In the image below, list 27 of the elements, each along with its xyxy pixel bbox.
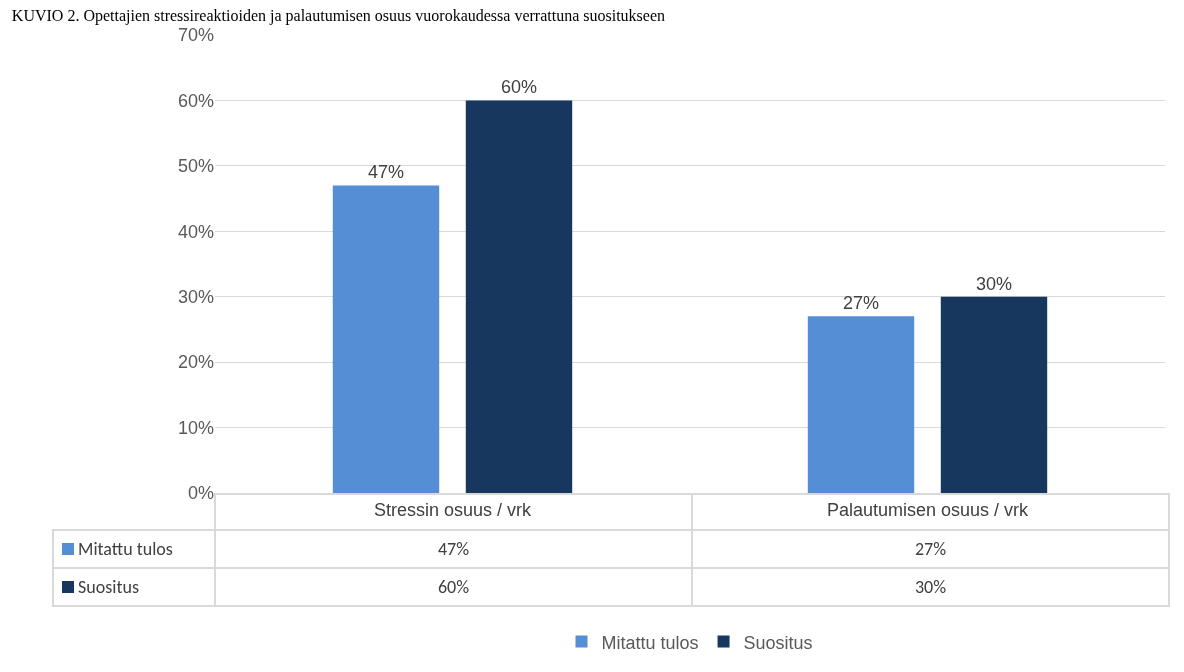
text: 27% [842, 293, 880, 314]
data-label: 60% [215, 568, 692, 606]
data-label: 27% [692, 530, 1169, 568]
legend-label: Suositus [743, 632, 813, 653]
bar [807, 316, 915, 493]
bar [940, 296, 1048, 493]
y-tick-label: 0% [187, 483, 214, 504]
x-tick-label: Palautumisen osuus / vrk [826, 499, 1030, 520]
y-tick-label: 40% [177, 221, 214, 242]
y-tick-label: 20% [177, 352, 214, 373]
chart-title: KUVIO 2. Opettajien stressireaktioiden ja palautumisen osuus vuorokaudessa verrattuna suositukseen [11, 7, 666, 26]
text: Suositus [78, 576, 139, 598]
data-label: 47% [215, 530, 692, 568]
bar [332, 185, 440, 493]
text: 47% [367, 162, 405, 183]
text: 30% [975, 273, 1013, 294]
y-tick-label: 50% [177, 156, 214, 177]
y-tick-label: 60% [177, 90, 214, 111]
legend-label: Mitattu tulos [601, 632, 699, 653]
x-tick-label: Stressin osuus / vrk [373, 499, 533, 520]
y-tick-label: 70% [177, 25, 214, 46]
bar [465, 100, 573, 493]
y-tick-label: 10% [177, 417, 214, 438]
data-label: 30% [692, 568, 1169, 606]
text: 60% [500, 77, 538, 98]
text: Mitattu tulos [78, 538, 173, 560]
y-tick-label: 30% [177, 287, 214, 308]
